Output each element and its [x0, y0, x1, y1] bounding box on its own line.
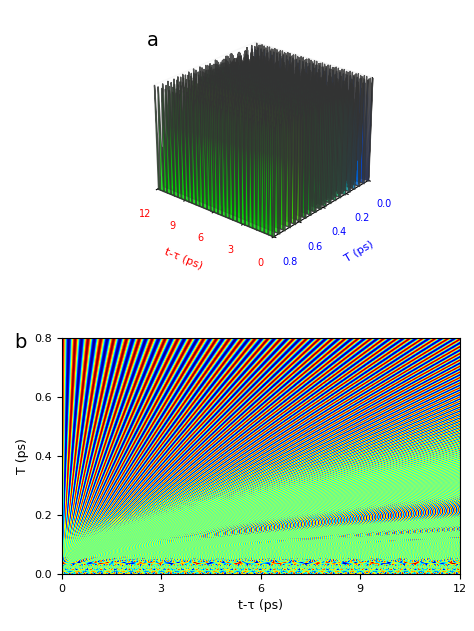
X-axis label: t-τ (ps): t-τ (ps) [163, 247, 204, 272]
X-axis label: t-τ (ps): t-τ (ps) [238, 599, 283, 613]
Text: b: b [14, 333, 26, 352]
Y-axis label: T (ps): T (ps) [16, 438, 28, 474]
Y-axis label: T (ps): T (ps) [343, 239, 375, 264]
Text: a: a [147, 31, 159, 50]
